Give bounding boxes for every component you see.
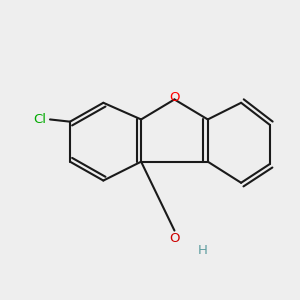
Text: O: O — [169, 232, 180, 245]
Text: O: O — [169, 91, 180, 104]
Text: Cl: Cl — [34, 113, 47, 126]
Text: H: H — [198, 244, 208, 257]
